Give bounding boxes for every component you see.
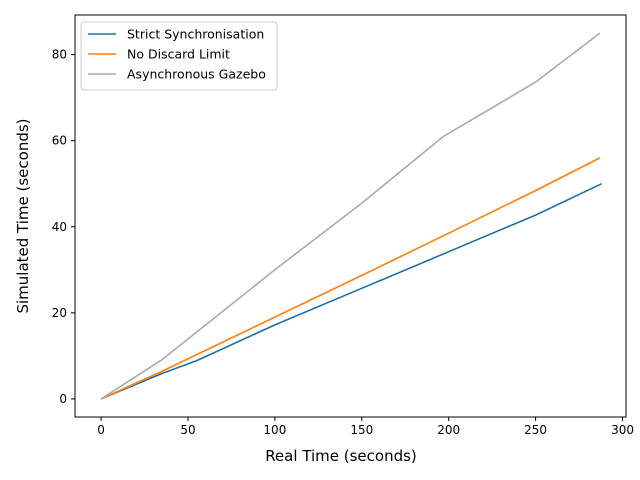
y-tick-label: 20 (52, 306, 67, 320)
series-line-1 (100, 182, 603, 400)
x-axis-label: Real Time (seconds) (265, 447, 417, 465)
x-tick-label: 300 (611, 423, 634, 437)
legend-box (80, 21, 278, 91)
plot-frame (74, 14, 627, 418)
y-tick-label: 40 (52, 220, 67, 234)
x-tick-label: 150 (350, 423, 373, 437)
legend-label-1: Strict Synchronisation (127, 27, 264, 42)
x-tick-label: 0 (97, 423, 105, 437)
legend: Strict Synchronisation No Discard Limit As… (80, 21, 278, 91)
x-tick-label: 200 (437, 423, 460, 437)
series-line-3 (100, 32, 601, 400)
x-axis-ticks: 0 50 100 150 200 250 300 (97, 417, 634, 437)
y-tick-label: 0 (59, 392, 67, 406)
series-line-2 (100, 157, 601, 400)
y-tick-label: 60 (52, 134, 67, 148)
y-axis-label: Simulated Time (seconds) (14, 118, 32, 313)
x-tick-label: 50 (180, 423, 195, 437)
series-layer (100, 32, 603, 400)
legend-label-2: No Discard Limit (127, 47, 230, 62)
x-tick-label: 250 (524, 423, 547, 437)
y-axis-ticks: 0 20 40 60 80 (52, 48, 75, 406)
x-tick-label: 100 (263, 423, 286, 437)
y-tick-label: 80 (52, 48, 67, 62)
legend-label-3: Asynchronous Gazebo (127, 67, 266, 82)
